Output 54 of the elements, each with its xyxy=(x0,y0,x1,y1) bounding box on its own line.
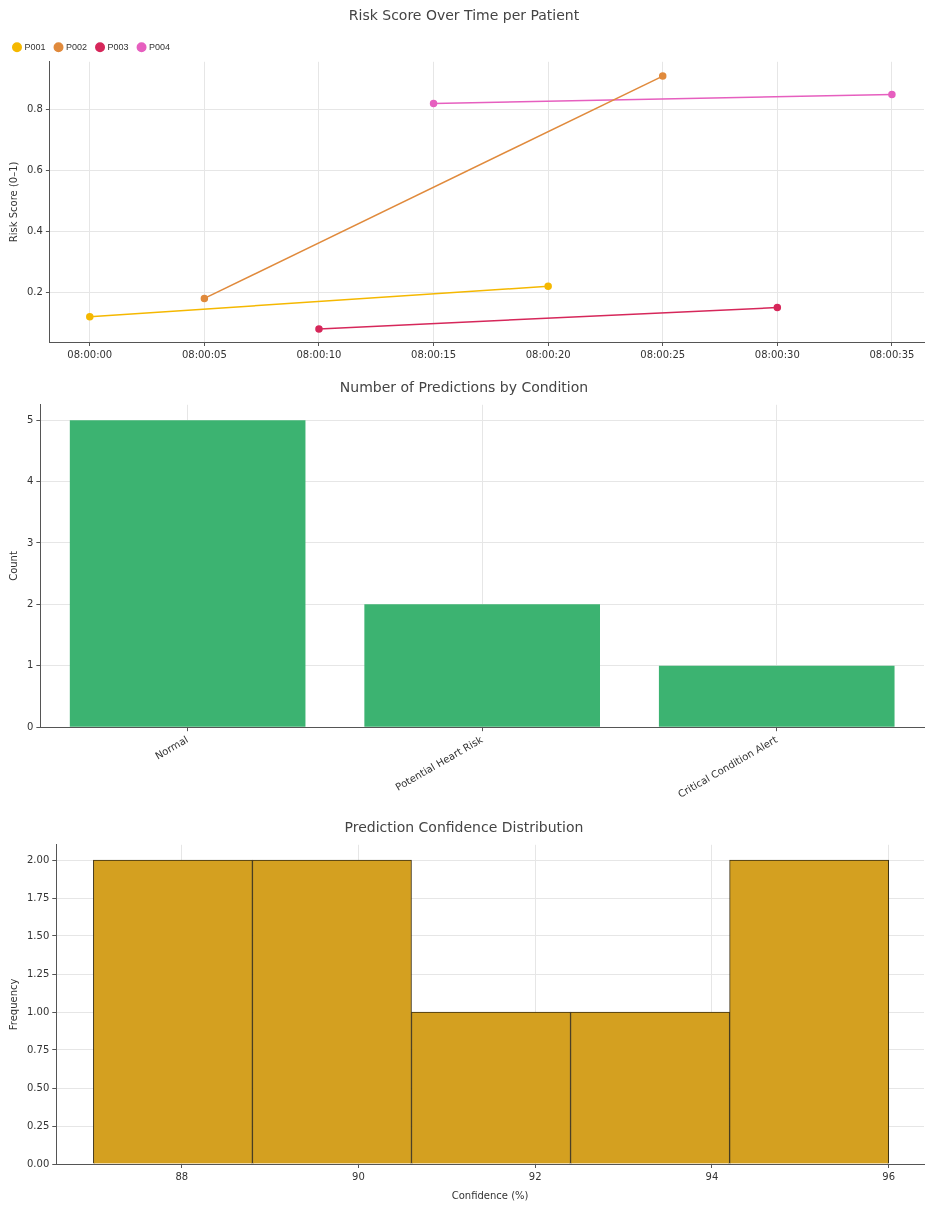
x-tick-label: 08:00:35 xyxy=(869,348,915,360)
x-tick-label: 08:00:15 xyxy=(411,348,457,360)
point xyxy=(200,294,209,303)
y-tick-label: 1 xyxy=(26,659,34,671)
bar xyxy=(69,420,306,727)
y-tick-label: 2.00 xyxy=(27,853,50,865)
point xyxy=(315,325,323,333)
x-tick-label: 92 xyxy=(528,1170,542,1182)
y-tick-label: 1.75 xyxy=(27,891,50,903)
point xyxy=(773,303,782,312)
y-tick-label: 5 xyxy=(26,413,34,425)
y-axis-title: Count xyxy=(7,551,19,581)
y-tick-label: 1.50 xyxy=(27,929,50,941)
bar xyxy=(364,604,600,727)
legend-label: P004 xyxy=(149,41,171,52)
y-tick-label: 0 xyxy=(26,720,34,732)
y-axis-title: Risk Score (0–1) xyxy=(7,161,19,243)
x-tick-label: 08:00:30 xyxy=(754,348,800,360)
y-tick-label: 0.50 xyxy=(27,1081,50,1093)
y-tick-label: 0.25 xyxy=(27,1119,50,1131)
x-tick-label: 96 xyxy=(882,1170,896,1182)
y-tick-label: 1.00 xyxy=(27,1005,50,1017)
y-tick-label: 0.8 xyxy=(27,103,43,115)
bar xyxy=(658,665,895,727)
x-tick-label: 08:00:00 xyxy=(67,348,113,360)
point xyxy=(86,312,94,321)
y-tick-label: 2 xyxy=(26,597,34,609)
x-tick-label: 08:00:10 xyxy=(296,348,342,360)
x-tick-label: 94 xyxy=(705,1170,719,1182)
y-axis-title: Frequency xyxy=(7,978,19,1031)
y-tick-label: 4 xyxy=(26,475,34,487)
y-tick-label: 0.4 xyxy=(27,225,43,237)
x-tick-label: 08:00:20 xyxy=(525,348,571,360)
y-tick-label: 0.6 xyxy=(27,164,43,176)
y-tick-label: 0.75 xyxy=(27,1043,50,1055)
x-axis-title: Confidence (%) xyxy=(451,1189,529,1201)
y-tick-label: 1.25 xyxy=(27,967,50,979)
point xyxy=(658,72,667,80)
point xyxy=(429,99,438,108)
chart-title: Number of Predictions by Condition xyxy=(339,379,589,396)
point xyxy=(888,90,896,99)
legend-label: P003 xyxy=(107,41,129,52)
legend-label: P002 xyxy=(66,41,88,52)
point xyxy=(544,282,552,291)
x-tick-label: 90 xyxy=(352,1170,365,1182)
x-tick-label: 88 xyxy=(175,1170,189,1182)
y-tick-label: 0.00 xyxy=(27,1157,50,1169)
x-tick-label: 08:00:25 xyxy=(640,348,686,360)
y-tick-label: 3 xyxy=(26,536,34,548)
legend-label: P001 xyxy=(24,41,46,52)
x-tick-label: 08:00:05 xyxy=(181,348,227,360)
chart-title: Risk Score Over Time per Patient xyxy=(348,7,580,24)
chart-title: Prediction Confidence Distribution xyxy=(344,819,584,836)
y-tick-label: 0.2 xyxy=(27,285,43,297)
